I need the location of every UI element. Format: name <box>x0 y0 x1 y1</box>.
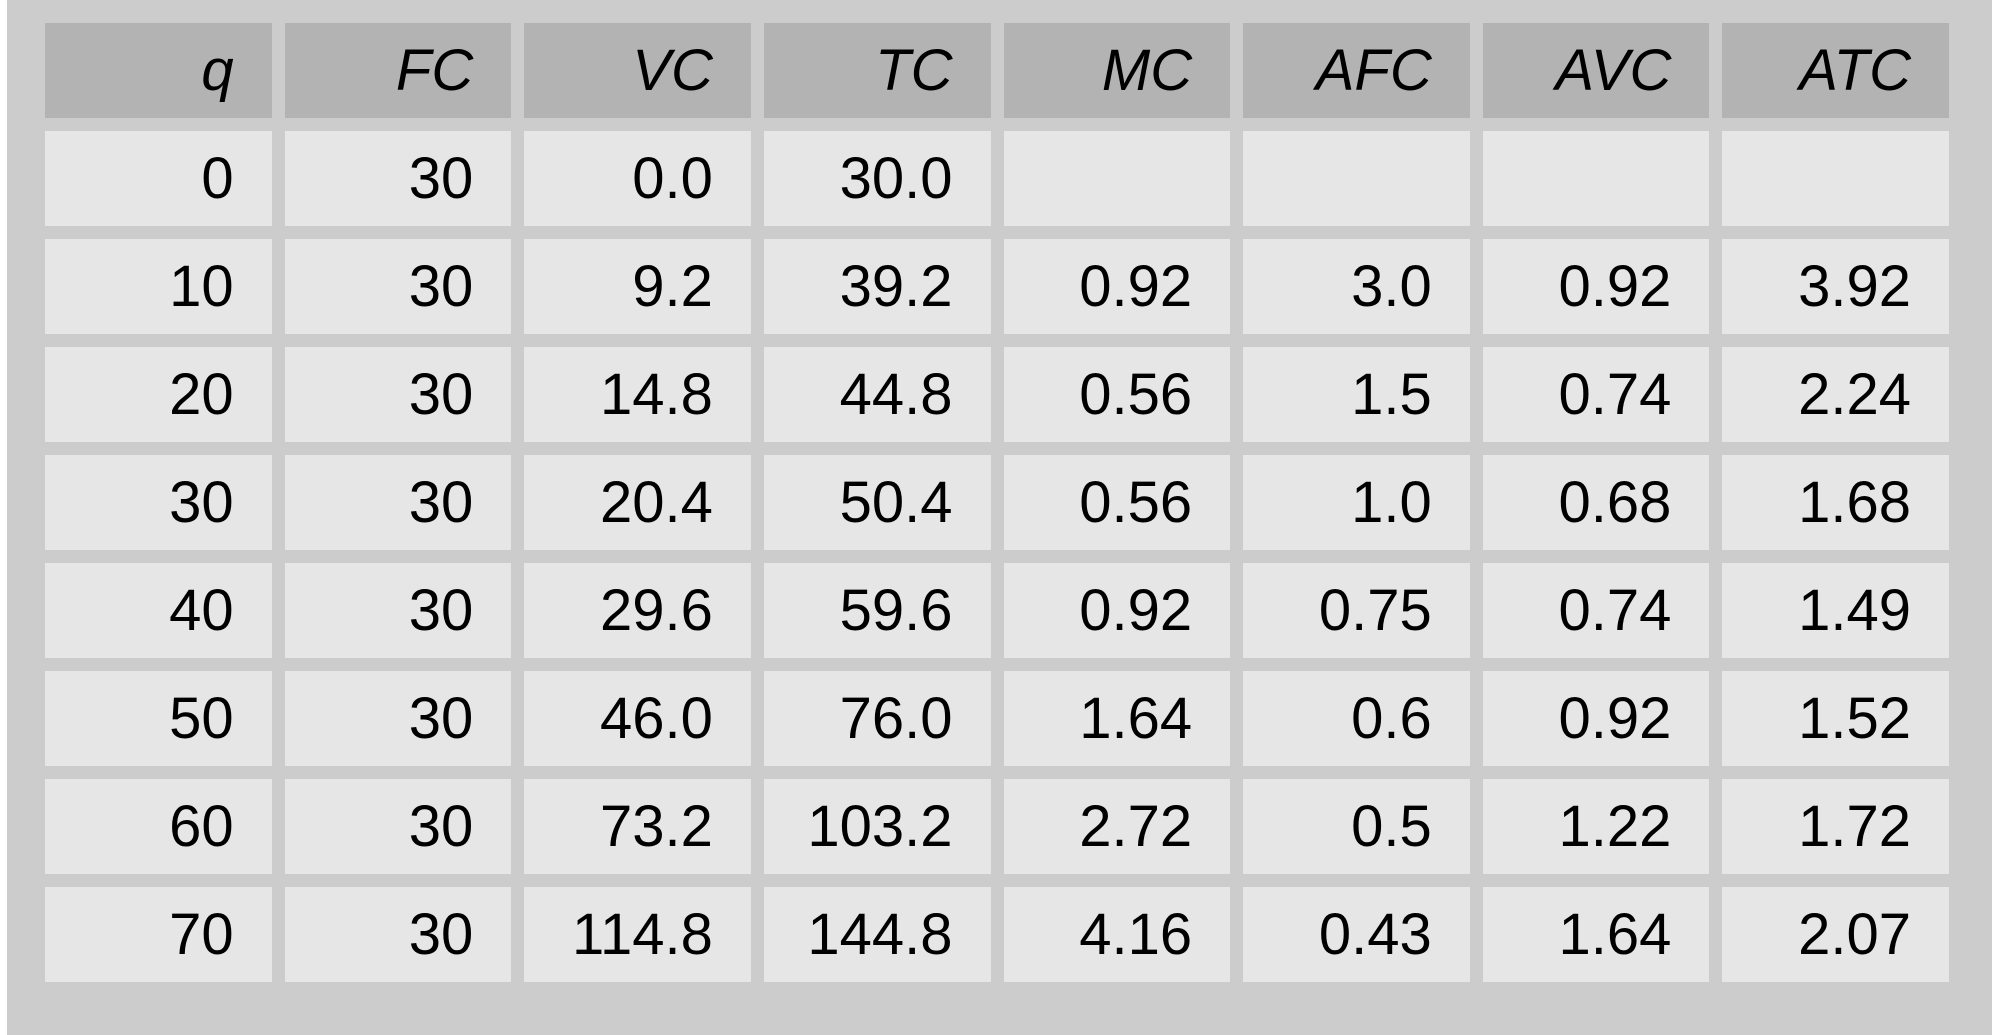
data-cell-empty <box>1243 131 1470 226</box>
data-cell: 3.92 <box>1722 239 1949 334</box>
data-cell: 60 <box>45 779 272 874</box>
data-cell-empty <box>1722 131 1949 226</box>
data-cell: 39.2 <box>763 239 991 334</box>
data-cell: 2.72 <box>1003 779 1231 874</box>
data-cell: 30 <box>284 779 512 874</box>
data-cell: 1.49 <box>1722 563 1949 658</box>
header-cell-avc: AVC <box>1482 23 1710 118</box>
data-cell: 30.0 <box>763 131 991 226</box>
data-cell: 10 <box>45 239 272 334</box>
data-cell: 30 <box>284 563 512 658</box>
data-cell: 0.5 <box>1243 779 1470 874</box>
data-cell: 0 <box>45 131 272 226</box>
data-cell: 30 <box>284 671 512 766</box>
data-cell: 0.0 <box>524 131 751 226</box>
data-cell: 0.92 <box>1482 671 1710 766</box>
data-cell: 30 <box>284 239 512 334</box>
data-cell: 9.2 <box>524 239 751 334</box>
data-cell: 2.24 <box>1722 347 1949 442</box>
data-cell-empty <box>1482 131 1710 226</box>
data-cell: 0.75 <box>1243 563 1470 658</box>
data-cell: 70 <box>45 887 272 982</box>
data-cell: 1.52 <box>1722 671 1949 766</box>
data-cell: 0.68 <box>1482 455 1710 550</box>
data-cell: 2.07 <box>1722 887 1949 982</box>
data-cell: 59.6 <box>763 563 991 658</box>
data-cell: 103.2 <box>763 779 991 874</box>
header-cell-afc: AFC <box>1243 23 1470 118</box>
header-cell-vc: VC <box>524 23 751 118</box>
data-cell: 0.56 <box>1003 347 1231 442</box>
data-cell: 46.0 <box>524 671 751 766</box>
data-cell: 0.43 <box>1243 887 1470 982</box>
left-edge-strip <box>0 0 7 1035</box>
data-cell: 0.92 <box>1003 563 1231 658</box>
data-cell: 1.64 <box>1482 887 1710 982</box>
data-cell: 0.74 <box>1482 563 1710 658</box>
data-cell: 73.2 <box>524 779 751 874</box>
data-cell: 30 <box>284 455 512 550</box>
data-cell: 4.16 <box>1003 887 1231 982</box>
header-cell-tc: TC <box>763 23 991 118</box>
data-cell: 0.92 <box>1003 239 1231 334</box>
header-cell-atc: ATC <box>1722 23 1949 118</box>
data-cell: 114.8 <box>524 887 751 982</box>
data-cell: 1.5 <box>1243 347 1470 442</box>
data-cell: 1.0 <box>1243 455 1470 550</box>
data-cell: 44.8 <box>763 347 991 442</box>
data-cell: 0.92 <box>1482 239 1710 334</box>
header-cell-mc: MC <box>1003 23 1231 118</box>
data-cell: 30 <box>284 347 512 442</box>
cost-table: q FC VC TC MC AFC AVC ATC 0 30 0.0 30.0 10 30 9.2 39.2 0… <box>45 23 1949 982</box>
data-cell: 30 <box>45 455 272 550</box>
data-cell: 14.8 <box>524 347 751 442</box>
data-cell-empty <box>1003 131 1231 226</box>
data-cell: 0.56 <box>1003 455 1231 550</box>
data-cell: 0.74 <box>1482 347 1710 442</box>
data-cell: 50 <box>45 671 272 766</box>
data-cell: 20.4 <box>524 455 751 550</box>
data-cell: 29.6 <box>524 563 751 658</box>
data-cell: 30 <box>284 887 512 982</box>
data-cell: 3.0 <box>1243 239 1470 334</box>
data-cell: 76.0 <box>763 671 991 766</box>
data-cell: 0.6 <box>1243 671 1470 766</box>
data-cell: 144.8 <box>763 887 991 982</box>
data-cell: 1.68 <box>1722 455 1949 550</box>
data-cell: 1.72 <box>1722 779 1949 874</box>
data-cell: 1.22 <box>1482 779 1710 874</box>
data-cell: 30 <box>284 131 512 226</box>
header-cell-fc: FC <box>284 23 512 118</box>
data-cell: 20 <box>45 347 272 442</box>
header-cell-q: q <box>45 23 272 118</box>
data-cell: 50.4 <box>763 455 991 550</box>
data-cell: 1.64 <box>1003 671 1231 766</box>
data-cell: 40 <box>45 563 272 658</box>
